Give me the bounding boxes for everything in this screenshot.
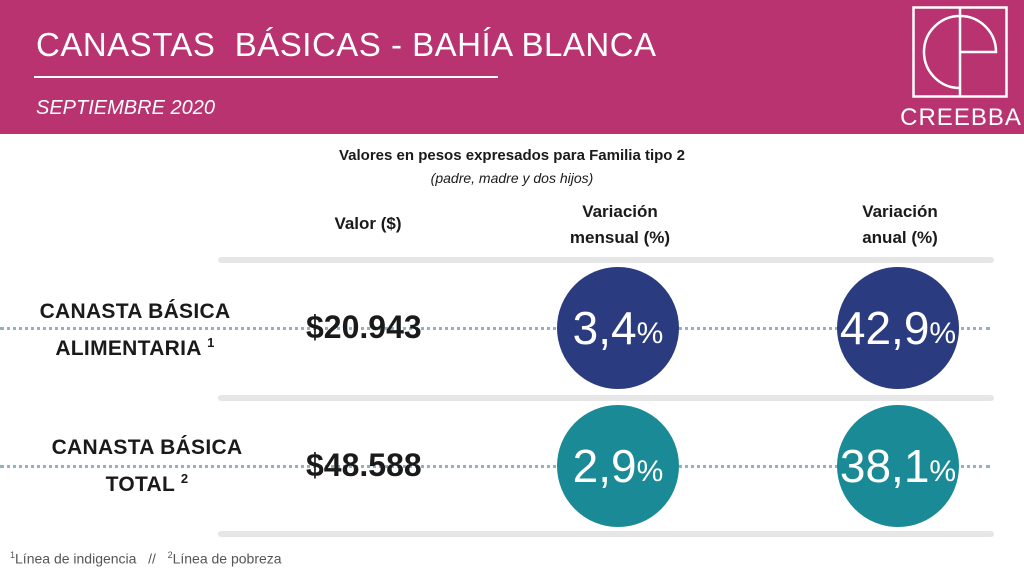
row-2-label-line2: TOTAL 2 <box>22 463 272 500</box>
row-1-label: CANASTA BÁSICA ALIMENTARIA 1 <box>10 296 260 364</box>
row-2-footnote-marker: 2 <box>180 471 189 486</box>
row-1-mensual-circle: 3,4% <box>557 267 679 389</box>
row-1-valor: $20.943 <box>306 309 422 345</box>
row-1-mensual-value: 3,4 <box>572 302 637 354</box>
page-subtitle: SEPTIEMBRE 2020 <box>36 97 215 119</box>
caption-sub: (padre, madre y dos hijos) <box>430 170 594 186</box>
row-1-anual-percent: % <box>929 317 957 350</box>
logo-text: CREEBBA <box>900 104 1022 131</box>
footnote-separator: // <box>148 550 156 567</box>
row-2-valor: $48.588 <box>306 447 422 483</box>
divider-bottom <box>218 531 994 537</box>
column-header-mensual-line1: Variación <box>582 202 658 221</box>
footnote-1-marker: 1 <box>10 550 16 560</box>
row-2-anual-circle: 38,1% <box>837 405 959 527</box>
row-1-footnote-marker: 1 <box>207 335 215 350</box>
logo-mark-icon <box>912 6 1008 98</box>
footnote-2-marker: 2 <box>167 550 173 560</box>
column-header-anual-line2: anual (%) <box>862 228 938 247</box>
column-header-mensual-line2: mensual (%) <box>569 228 671 247</box>
row-1-label-line1: CANASTA BÁSICA <box>39 300 231 323</box>
title-underline <box>34 76 498 78</box>
row-1-label-line2: ALIMENTARIA 1 <box>10 327 260 364</box>
row-2-label-line1: CANASTA BÁSICA <box>51 436 243 459</box>
header-banner: CANASTAS BÁSICAS - BAHÍA BLANCA SEPTIEMB… <box>0 0 1024 134</box>
row-2-mensual-circle: 2,9% <box>557 405 679 527</box>
column-header-anual-line1: Variación <box>862 202 938 221</box>
row-2-dotted-line <box>0 465 990 468</box>
row-2-anual-percent: % <box>929 455 957 488</box>
divider-top <box>218 257 994 263</box>
footnote-2-text: Línea de pobreza <box>172 550 282 567</box>
column-header-valor-text: Valor ($) <box>334 214 402 233</box>
divider-middle <box>218 395 994 401</box>
column-header-anual: Variación anual (%) <box>820 199 980 251</box>
page-title: CANASTAS BÁSICAS - BAHÍA BLANCA <box>36 26 657 63</box>
creebba-logo: CREEBBA <box>898 0 1024 134</box>
column-header-valor: Valor ($) <box>298 211 438 237</box>
row-2-mensual-percent: % <box>636 455 664 488</box>
row-1-dotted-line <box>0 327 990 330</box>
row-2-label: CANASTA BÁSICA TOTAL 2 <box>22 432 272 500</box>
footnote-1-text: Línea de indigencia <box>15 550 137 567</box>
row-1-anual-value: 42,9 <box>839 302 930 354</box>
row-1-anual-circle: 42,9% <box>837 267 959 389</box>
footnotes: 1Línea de indigencia // 2Línea de pobrez… <box>10 550 282 567</box>
row-1-label-line2-text: ALIMENTARIA <box>55 337 201 360</box>
row-1-mensual-percent: % <box>636 317 664 350</box>
row-2-label-line2-text: TOTAL <box>105 473 175 496</box>
row-2-anual-value: 38,1 <box>839 440 930 492</box>
row-2-mensual-value: 2,9 <box>572 440 637 492</box>
caption-main: Valores en pesos expresados para Familia… <box>339 147 685 164</box>
column-header-mensual: Variación mensual (%) <box>540 199 700 251</box>
